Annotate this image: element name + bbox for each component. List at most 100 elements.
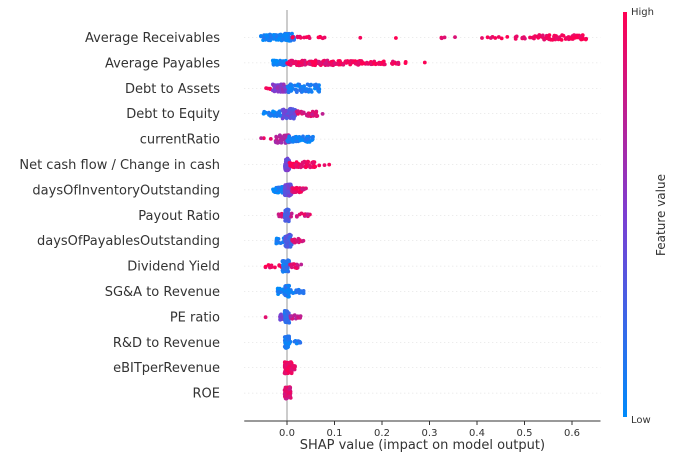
shap-point [493,36,498,40]
shap-point [278,317,283,322]
shap-point [287,161,292,165]
shap-point [282,360,287,365]
shap-point [505,35,510,39]
x-tick-label: 0.2 [374,428,390,439]
shap-point [292,190,296,195]
shap-point [485,35,490,40]
shap-point [310,59,314,64]
shap-point [306,114,311,118]
row-guides [244,37,601,394]
shap-point [298,138,303,143]
shap-point [275,113,280,117]
shap-point [284,389,289,394]
shap-point [299,262,304,267]
shap-point [335,61,340,66]
shap-point [318,35,322,40]
x-tick-label: 0.0 [279,428,295,439]
shap-point [554,36,559,41]
feature-label: Dividend Yield [127,260,220,275]
shap-point [268,33,273,38]
shap-point [284,35,289,40]
shap-point [327,162,332,167]
shap-point [294,214,299,218]
shap-point [569,36,574,41]
shap-point [299,290,304,295]
shap-point [289,110,293,115]
shap-point [275,59,280,64]
shap-point [283,243,288,248]
shap-point [264,86,268,90]
shap-point [259,136,263,141]
x-tick-label: 0.1 [327,428,343,439]
shap-point [488,36,493,40]
shap-point [310,135,315,140]
shap-point [292,339,297,344]
shap-point [286,259,291,264]
shap-point [305,160,309,165]
x-tick-label: 0.5 [517,428,533,439]
shap-point [531,35,536,40]
shap-point [277,62,282,66]
shap-point [304,87,309,91]
shap-point [289,265,294,270]
shap-point [294,88,299,92]
shap-point [300,160,305,165]
shap-point [271,33,276,37]
shap-point [287,107,292,112]
shap-point [298,340,303,345]
shap-point [547,33,552,37]
shap-point [322,163,327,168]
feature-label: Debt to Equity [126,107,220,122]
feature-label: daysOfInventoryOutstanding [32,183,220,198]
shap-point [267,111,272,116]
shap-point [268,86,272,91]
shap-point [307,36,312,40]
feature-label: Net cash flow / Change in cash [19,158,220,173]
shap-point [286,61,290,66]
shap-point [439,36,444,41]
shap-point [283,314,288,319]
shap-point [283,109,288,114]
shap-point [422,60,427,65]
feature-label: PE ratio [170,310,220,325]
feature-label: Average Receivables [85,31,220,46]
shap-point [283,208,288,213]
shap-point [307,61,312,66]
shap-point [283,318,288,323]
shap-point [290,35,295,40]
shap-point [292,262,296,266]
shap-point [284,133,289,138]
shap-point [296,60,301,65]
x-tick-label: 0.6 [564,428,580,439]
shap-point [286,185,290,190]
shap-point [288,59,293,63]
shap-point [300,58,305,63]
shap-point [300,110,305,115]
shap-point [499,36,504,41]
shap-point [278,133,282,138]
shap-point [394,36,398,40]
shap-point [307,88,312,93]
shap-point [289,367,293,372]
shap-point [302,212,307,217]
shap-point [291,115,295,119]
shap-point [286,90,291,95]
feature-labels: Average Receivables Average Payables Debt … [19,31,220,402]
shap-point [288,391,292,395]
shap-point [306,137,310,141]
shap-point [281,82,286,87]
shap-point [271,60,276,65]
shap-point [276,290,281,294]
dots-layer [259,31,589,401]
shap-point [480,36,484,40]
shap-point [280,138,284,143]
shap-point [284,239,289,244]
shap-point [290,107,295,112]
shap-point [288,314,293,319]
shap-point [453,35,457,39]
shap-point [520,35,525,40]
x-axis-ticks: 0.0 0.1 0.2 0.3 0.4 0.5 0.6 [279,421,580,439]
shap-point [281,63,286,68]
shap-point [275,86,280,90]
shap-point [284,394,289,398]
